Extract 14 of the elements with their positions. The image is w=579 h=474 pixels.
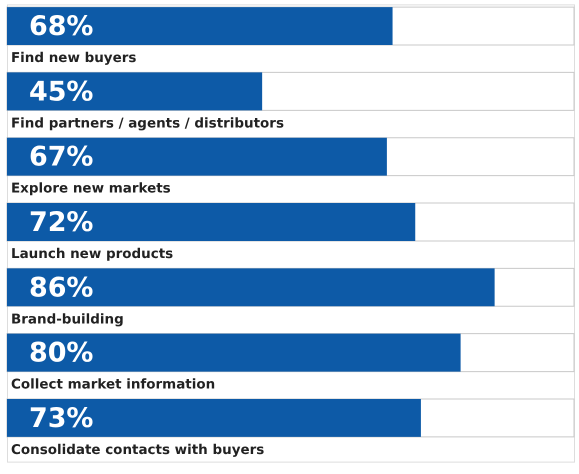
y-tick-label: Collect market information <box>10 376 216 393</box>
data-label: 73% <box>28 402 94 434</box>
data-label: 68% <box>28 11 94 42</box>
y-tick-label: Brand-building <box>10 311 124 328</box>
y-tick-label: Launch new products <box>10 246 174 262</box>
y-tick-label: Explore new markets <box>10 180 171 197</box>
data-label: 67% <box>28 142 94 173</box>
y-tick-label: Find new buyers <box>10 50 136 66</box>
data-label: 45% <box>28 76 94 108</box>
data-label: 80% <box>28 338 94 369</box>
data-label: 72% <box>28 207 94 238</box>
y-tick-label: Find partners / agents / distributors <box>10 115 284 132</box>
data-label: 86% <box>28 272 94 304</box>
y-tick-label: Consolidate contacts with buyers <box>10 442 264 458</box>
